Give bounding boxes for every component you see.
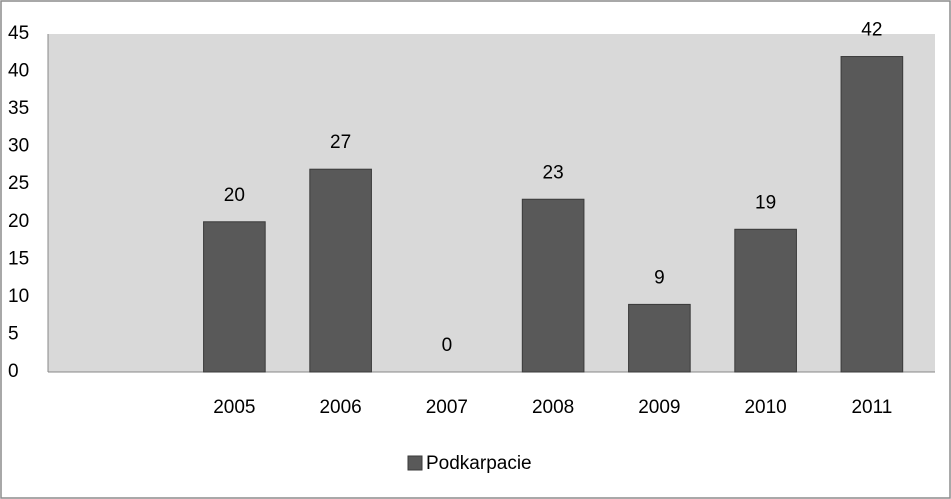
plot-area: [48, 34, 935, 372]
y-tick-label: 15: [8, 248, 29, 269]
value-label: 20: [224, 185, 245, 206]
y-tick-label: 20: [8, 211, 29, 232]
value-label: 0: [442, 335, 453, 356]
y-tick-label: 5: [8, 323, 19, 344]
bar: [309, 168, 372, 373]
y-tick-label: 40: [8, 61, 29, 82]
value-label: 19: [755, 192, 776, 213]
x-tick-label: 2009: [638, 397, 680, 418]
x-tick-label: 2008: [532, 397, 574, 418]
x-tick-label: 2007: [426, 397, 468, 418]
bar: [203, 221, 266, 373]
x-tick-label: 2006: [319, 397, 361, 418]
y-tick-label: 10: [8, 286, 29, 307]
y-tick-label: 45: [8, 23, 29, 44]
y-tick-label: 0: [8, 361, 19, 382]
value-label: 27: [330, 132, 351, 153]
bar: [521, 198, 585, 373]
legend-label: Podkarpacie: [426, 453, 532, 474]
bar: [734, 228, 797, 373]
bar: [840, 56, 904, 373]
bar: [628, 303, 691, 373]
x-tick-label: 2011: [851, 397, 892, 418]
y-tick-label: 35: [8, 98, 29, 119]
legend-swatch: [407, 455, 423, 471]
x-tick-label: 2010: [744, 397, 786, 418]
value-label: 42: [861, 20, 882, 41]
value-label: 9: [654, 267, 665, 288]
value-label: 23: [543, 162, 564, 183]
x-tick-label: 2005: [213, 397, 255, 418]
y-tick-label: 25: [8, 173, 29, 194]
y-tick-label: 30: [8, 136, 29, 157]
